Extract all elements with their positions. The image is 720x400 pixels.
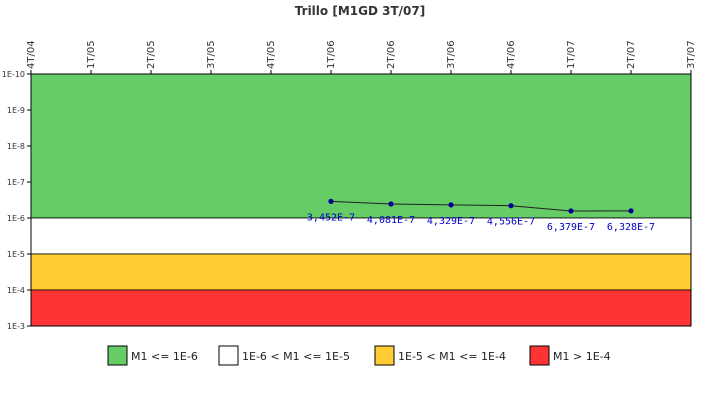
- x-tick-label: 4T/05: [266, 40, 277, 69]
- x-tick-label: 4T/06: [506, 40, 517, 69]
- legend-swatch: [529, 345, 550, 366]
- band-3: [30, 289, 692, 327]
- x-tick-label: 2T/05: [146, 40, 157, 69]
- x-tick-label: 1T/05: [86, 40, 97, 69]
- data-point: [448, 202, 454, 208]
- legend-label: 1E-5 < M1 <= 1E-4: [398, 350, 506, 363]
- data-label: 6,379E-7: [547, 222, 595, 233]
- y-tick-label: 1E-10: [2, 70, 25, 79]
- y-tick-label: 1E-9: [7, 106, 25, 115]
- y-tick-label: 1E-7: [7, 178, 25, 187]
- data-label: 4,556E-7: [487, 217, 535, 228]
- legend: M1 <= 1E-6 1E-6 < M1 <= 1E-5 1E-5 < M1 <= …: [107, 345, 611, 366]
- data-series: 3,452E-7 4,081E-7 4,329E-7 4,556E-7 6,379E-7…: [307, 198, 655, 233]
- series-line: [330, 200, 632, 212]
- x-tick-label: 4T/04: [26, 40, 37, 69]
- data-point: [568, 208, 574, 214]
- y-tick-label: 1E-3: [7, 322, 25, 331]
- x-axis: 4T/04 1T/05 2T/05 3T/05 4T/05 1T/06 2T/06 3T/06…: [26, 40, 697, 75]
- data-label: 4,329E-7: [427, 216, 475, 227]
- legend-swatch: [218, 345, 239, 366]
- data-point: [628, 208, 634, 214]
- band-2: [30, 253, 692, 291]
- legend-swatch: [107, 345, 128, 366]
- band-1: [30, 217, 692, 255]
- y-axis: 1E-10 1E-9 1E-8 1E-7 1E-6 1E-5 1E-4 1E-3: [2, 70, 31, 331]
- x-tick-label: 3T/07: [686, 40, 697, 69]
- data-label: 6,328E-7: [607, 222, 655, 233]
- legend-label: M1 > 1E-4: [553, 350, 611, 363]
- x-tick-label: 1T/07: [566, 40, 577, 69]
- x-tick-label: 3T/05: [206, 40, 217, 69]
- legend-swatch: [374, 345, 395, 366]
- y-tick-label: 1E-4: [7, 286, 25, 295]
- legend-label: 1E-6 < M1 <= 1E-5: [242, 350, 350, 363]
- x-tick-label: 1T/06: [326, 40, 337, 69]
- data-point: [508, 203, 514, 209]
- x-tick-label: 3T/06: [446, 40, 457, 69]
- data-label: 3,452E-7: [307, 212, 355, 223]
- chart-title: Trillo [M1GD 3T/07]: [295, 4, 425, 18]
- data-label: 4,081E-7: [367, 215, 415, 226]
- x-tick-label: 2T/06: [386, 40, 397, 69]
- data-point: [388, 201, 394, 207]
- y-tick-label: 1E-5: [7, 250, 25, 259]
- y-tick-label: 1E-8: [7, 142, 25, 151]
- y-tick-label: 1E-6: [7, 214, 25, 223]
- band-0: [30, 73, 692, 219]
- legend-label: M1 <= 1E-6: [131, 350, 198, 363]
- x-tick-label: 2T/07: [626, 40, 637, 69]
- data-point: [328, 198, 334, 204]
- risk-bands: [30, 73, 692, 327]
